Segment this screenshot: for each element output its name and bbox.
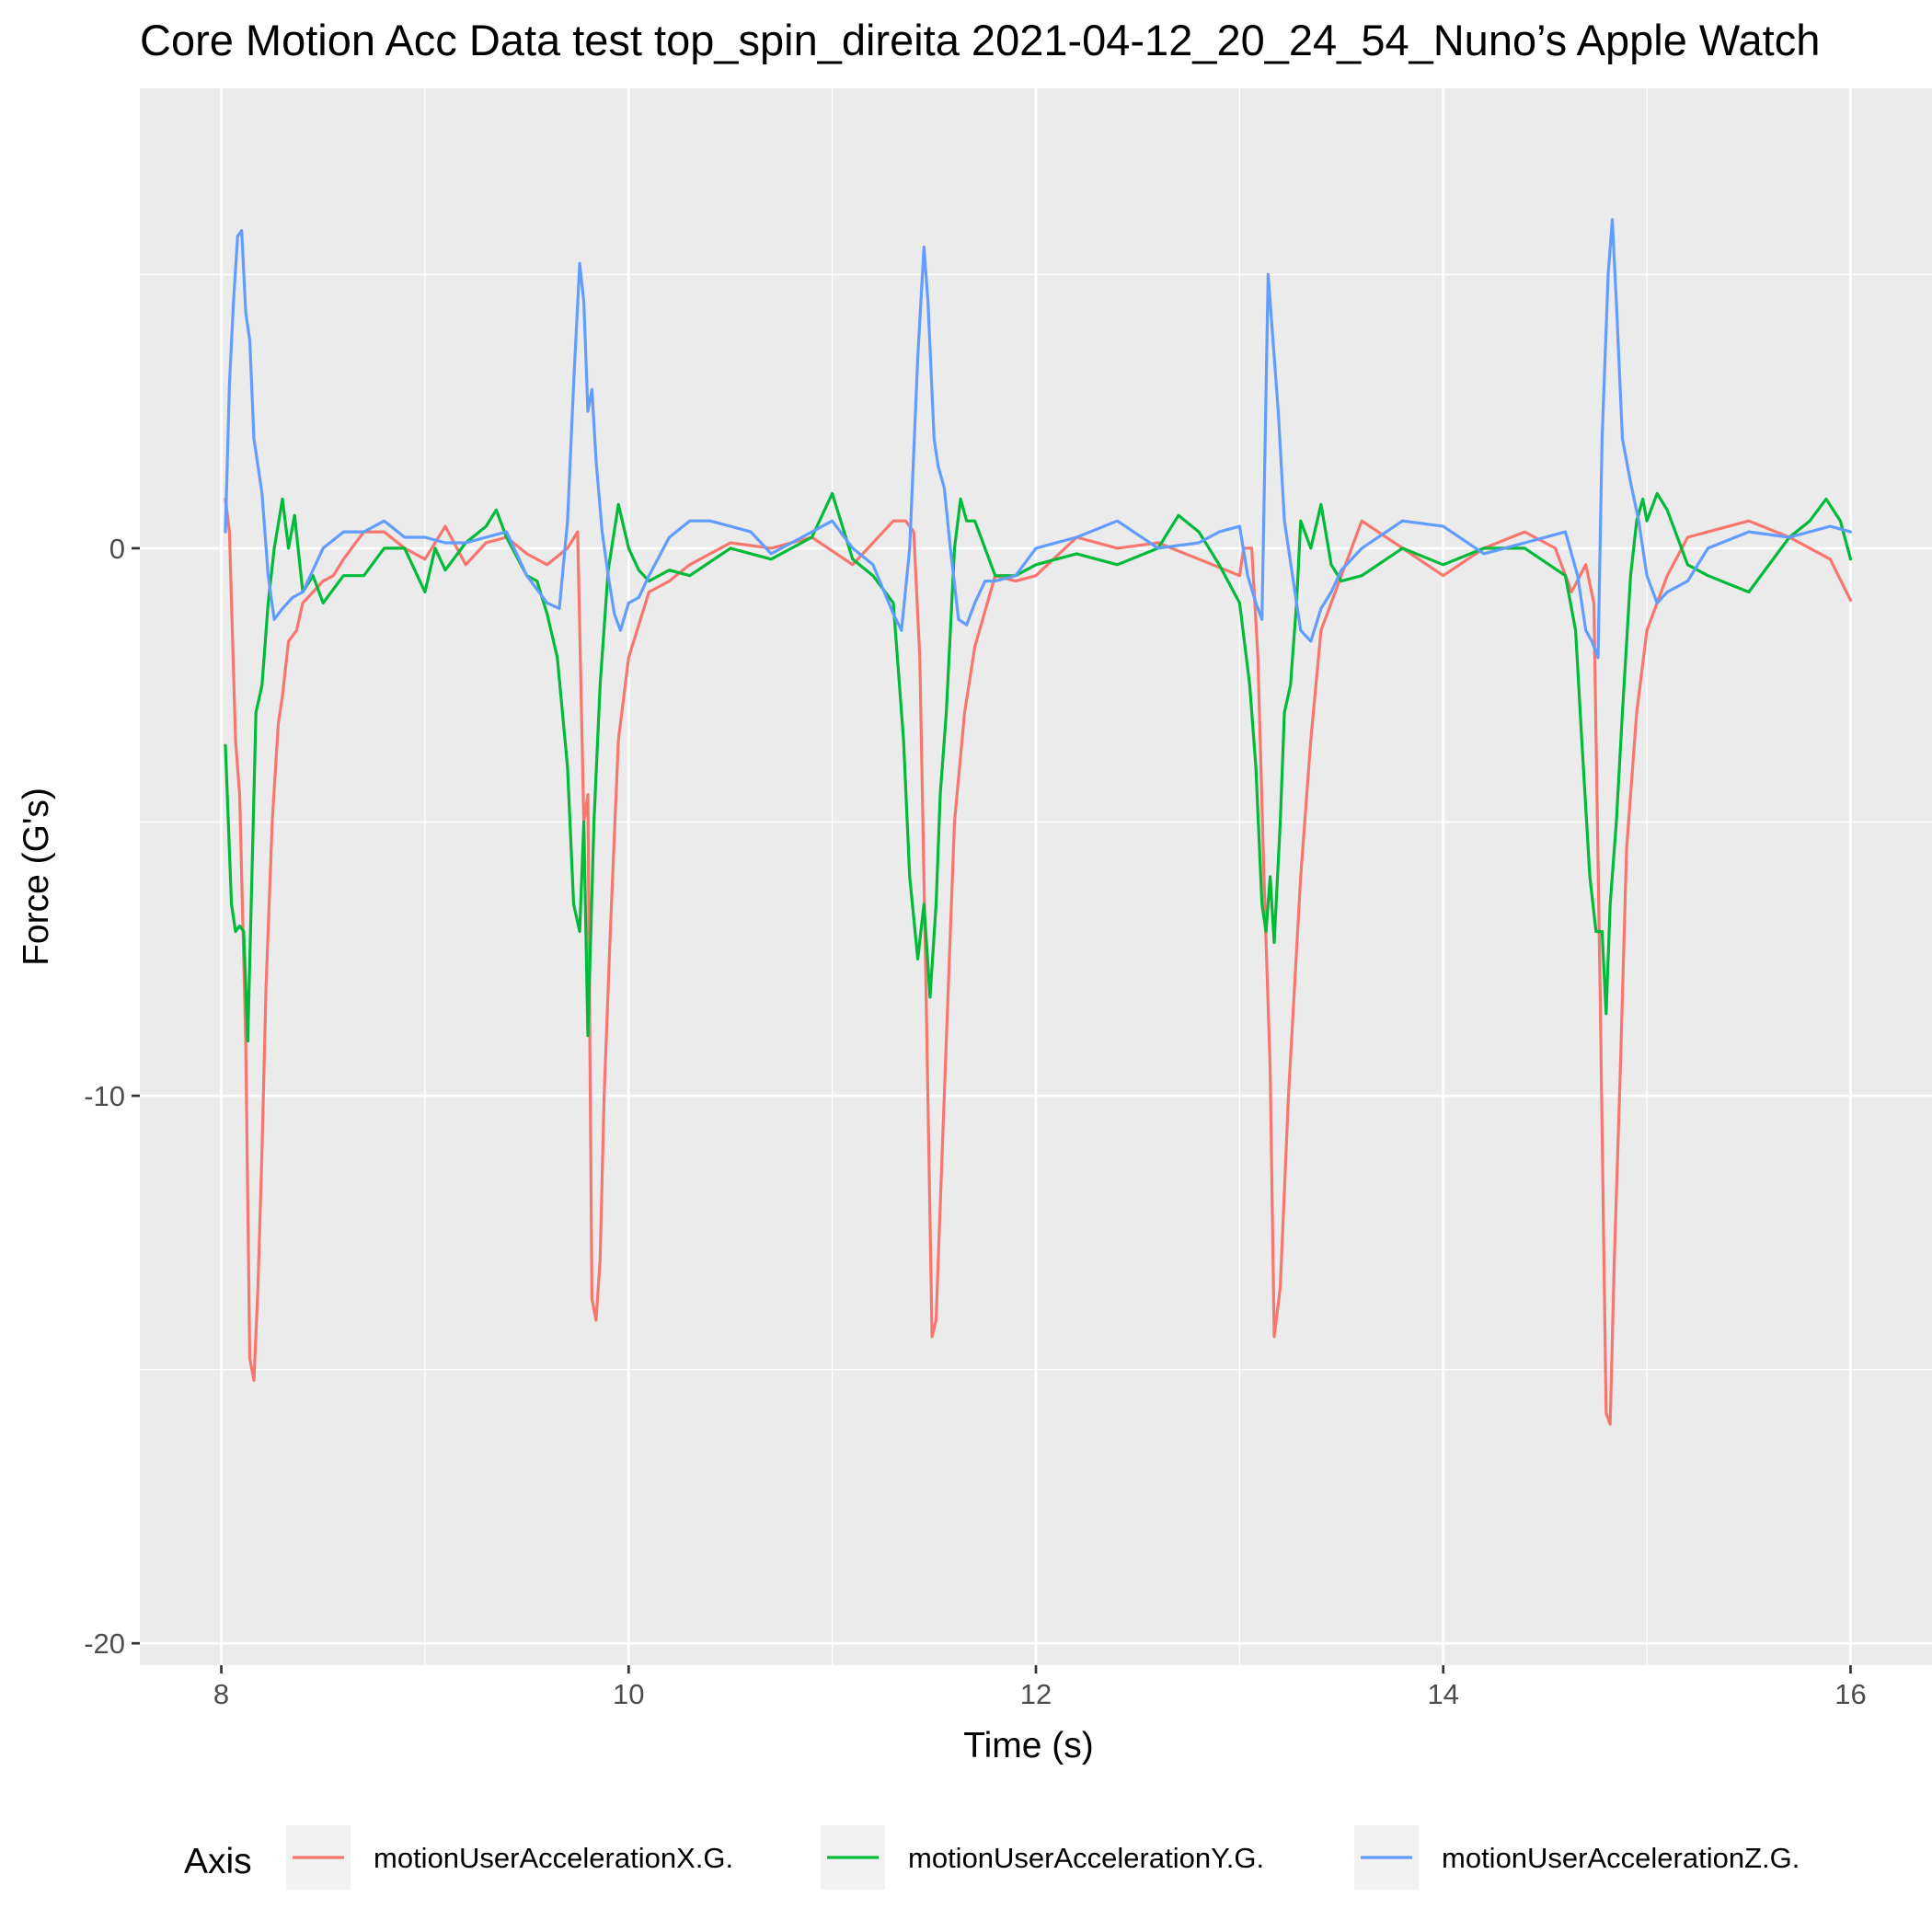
legend-title: Axis <box>184 1842 252 1881</box>
x-tick-label: 14 <box>1427 1678 1458 1710</box>
y-axis: -20 -10 0 <box>84 533 140 1660</box>
series-line-2 <box>224 491 1853 1043</box>
chart-title: Core Motion Acc Data test top_spin_direi… <box>140 16 1820 64</box>
x-tick-label: 10 <box>613 1678 644 1710</box>
y-tick-label: -20 <box>84 1627 125 1660</box>
x-axis: 8 10 12 14 16 <box>213 1665 1867 1710</box>
y-tick-label: -10 <box>84 1080 125 1112</box>
x-tick-label: 16 <box>1834 1678 1866 1710</box>
y-axis-title: Force (G's) <box>17 788 56 966</box>
x-tick-label: 8 <box>213 1678 229 1710</box>
legend: Axis motionUserAccelerationX.G. motionUse… <box>184 1825 1800 1890</box>
legend-label-2: motionUserAccelerationY.G. <box>908 1842 1264 1874</box>
y-tick-label: 0 <box>109 533 125 565</box>
legend-label-3: motionUserAccelerationZ.G. <box>1442 1842 1800 1874</box>
series-layer <box>224 218 1853 1426</box>
series-line-1 <box>224 497 1853 1426</box>
x-axis-title: Time (s) <box>963 1726 1094 1765</box>
legend-label-1: motionUserAccelerationX.G. <box>374 1842 733 1874</box>
series-line-3 <box>224 218 1853 660</box>
x-tick-label: 12 <box>1020 1678 1052 1710</box>
